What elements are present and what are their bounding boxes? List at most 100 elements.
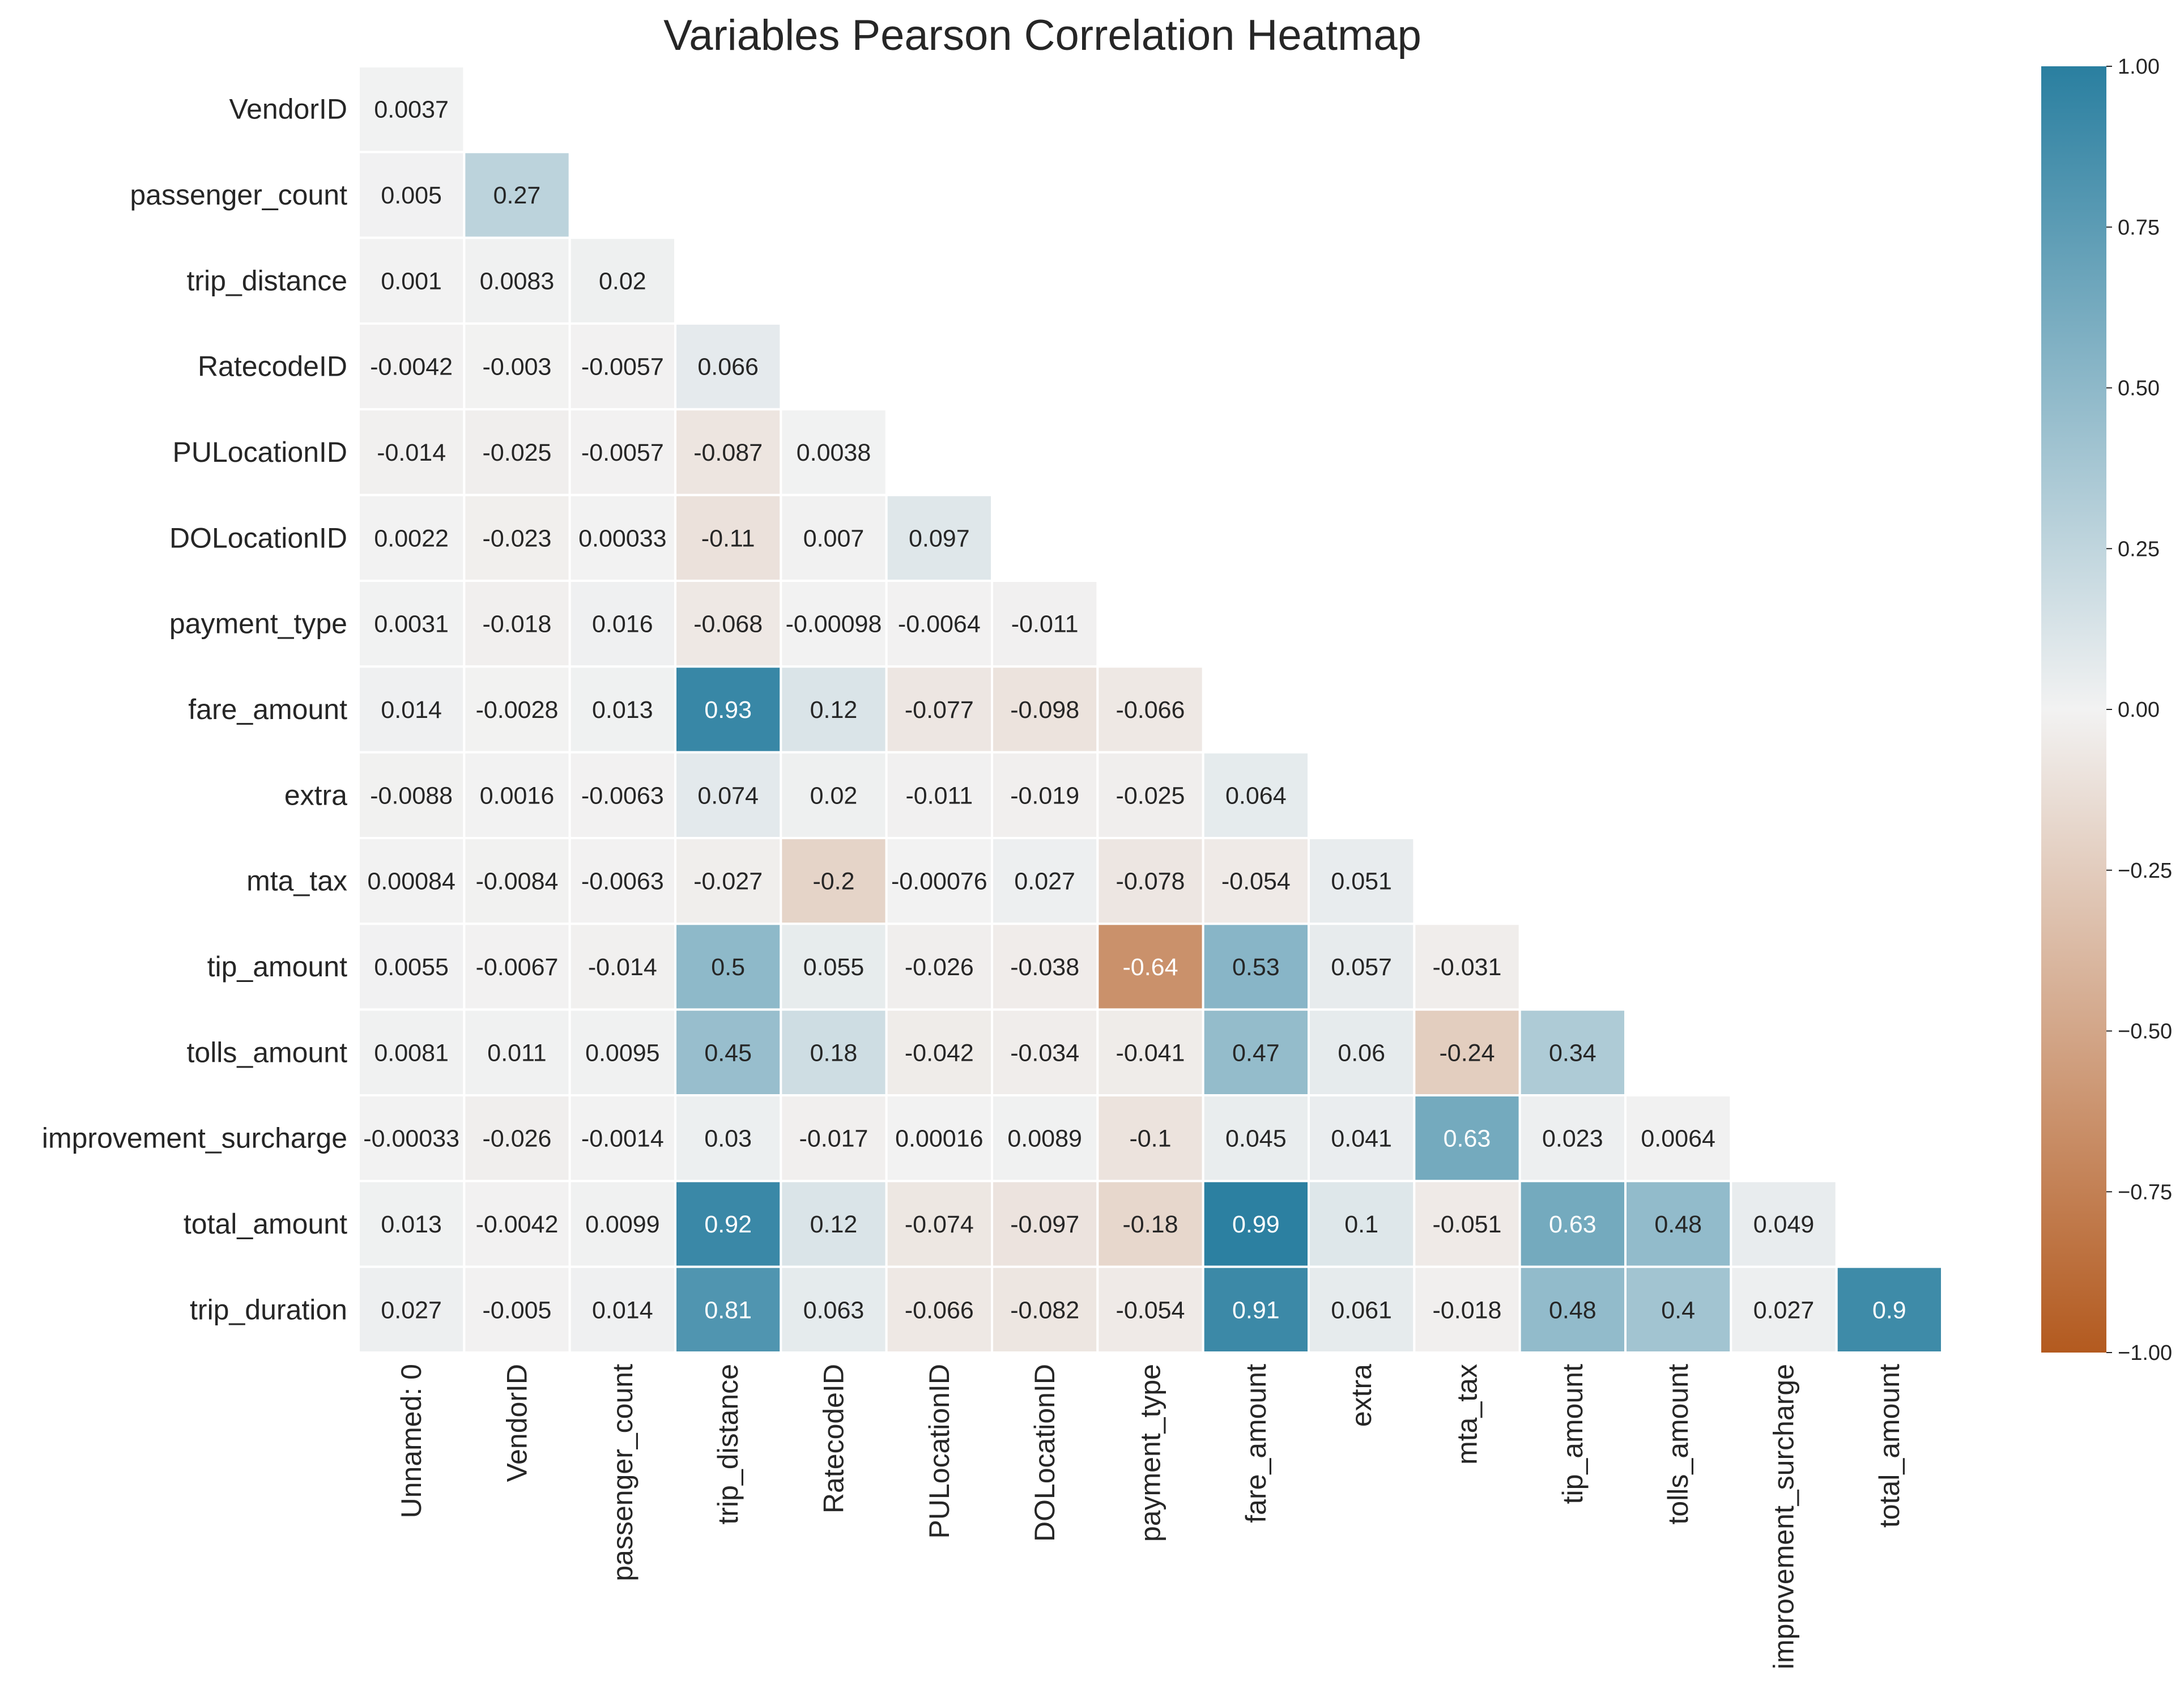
cell-value-label: -0.042 (905, 1039, 974, 1066)
heatmap-cell (1202, 1180, 1310, 1268)
cell-value-label: 0.9 (1872, 1296, 1906, 1324)
cell-value-label: 0.014 (381, 696, 442, 724)
heatmap-cell (885, 1265, 993, 1354)
cell-value-label: 0.0038 (797, 439, 871, 466)
cell-value-label: -0.097 (1010, 1211, 1079, 1238)
heatmap-cell (1202, 1008, 1310, 1096)
cell-value-label: 0.055 (803, 954, 865, 981)
cell-value-label: -0.068 (693, 611, 763, 638)
cell-value-label: 0.0095 (585, 1039, 660, 1066)
cell-value-label: -0.018 (1433, 1296, 1502, 1324)
cell-value-label: 0.041 (1331, 1125, 1392, 1153)
cell-value-label: -0.019 (1010, 782, 1079, 809)
cell-value-label: 0.1 (1344, 1211, 1378, 1238)
cell-value-label: -0.0057 (581, 354, 664, 381)
cell-value-label: 0.27 (493, 182, 541, 209)
column-tick-label: Unnamed: 0 (395, 1364, 427, 1518)
cell-value-label: -0.0067 (476, 954, 559, 981)
cell-value-label: 0.0055 (374, 954, 449, 981)
row-tick-label: tip_amount (207, 951, 347, 983)
cell-value-label: 0.5 (711, 954, 745, 981)
column-tick-label: RatecodeID (818, 1364, 850, 1513)
heatmap-cell (885, 922, 993, 1011)
heatmap-cell (568, 236, 677, 325)
heatmap-cell (1624, 1180, 1732, 1268)
cell-value-label: 0.0037 (374, 96, 449, 124)
heatmap-cell (1730, 1265, 1838, 1354)
heatmap-cell (568, 1008, 677, 1096)
cell-value-label: 0.4 (1661, 1296, 1695, 1324)
column-tick-label: tolls_amount (1662, 1364, 1694, 1525)
cell-value-label: -0.026 (483, 1125, 552, 1153)
row-tick-label: trip_duration (190, 1294, 347, 1325)
heatmap-cell (780, 494, 888, 582)
cell-value-label: 0.18 (810, 1039, 858, 1066)
cell-value-label: -0.0088 (370, 782, 453, 809)
heatmap-cell (357, 1008, 466, 1096)
heatmap-cell (1413, 1265, 1521, 1354)
cell-value-label: -0.027 (693, 868, 763, 895)
column-tick-label: trip_distance (712, 1364, 744, 1525)
heatmap-cell (568, 1265, 677, 1354)
colorbar-tick-label: 0.75 (2118, 216, 2160, 240)
heatmap-cell (674, 1180, 782, 1268)
cell-value-label: 0.91 (1232, 1296, 1280, 1324)
heatmap-cell (885, 751, 993, 839)
cell-value-label: -0.054 (1116, 1296, 1185, 1324)
column-tick-label: fare_amount (1240, 1364, 1272, 1523)
cell-value-label: -0.0063 (581, 868, 664, 895)
heatmap-cell (991, 1180, 1099, 1268)
cell-value-label: 0.007 (803, 525, 865, 552)
cell-value-label: 0.12 (810, 1211, 858, 1238)
cell-value-label: -0.0064 (898, 611, 981, 638)
cell-value-label: -0.1 (1129, 1125, 1171, 1153)
cell-value-label: -0.051 (1433, 1211, 1502, 1238)
cell-value-label: 0.013 (381, 1211, 442, 1238)
heatmap-cell (780, 1265, 888, 1354)
cell-value-label: -0.24 (1439, 1039, 1495, 1066)
cell-value-label: 0.02 (810, 782, 858, 809)
cell-value-label: -0.64 (1122, 954, 1178, 981)
cell-value-label: 0.063 (803, 1296, 865, 1324)
column-tick-label: passenger_count (607, 1364, 638, 1581)
cell-value-label: -0.18 (1122, 1211, 1178, 1238)
cell-value-label: -0.0084 (476, 868, 559, 895)
heatmap-cell (463, 322, 571, 411)
row-tick-label: improvement_surcharge (42, 1123, 347, 1154)
heatmap-cell (780, 1094, 888, 1183)
row-tick-label: VendorID (229, 93, 347, 125)
column-tick-label: total_amount (1874, 1364, 1905, 1528)
column-tick-label: VendorID (501, 1364, 533, 1482)
row-tick-label: total_amount (184, 1208, 347, 1240)
cell-value-label: 0.06 (1338, 1039, 1385, 1066)
chart-title: Variables Pearson Correlation Heatmap (663, 11, 1421, 59)
heatmap-cell (357, 751, 466, 839)
cell-value-label: 0.051 (1331, 868, 1392, 895)
heatmap-cells: 0.0037 0.005 0.27 0.001 0.0083 0.02 -0.0042 -0.… (357, 65, 1944, 1354)
column-tick-label: mta_tax (1451, 1364, 1483, 1465)
row-tick-label: payment_type (169, 608, 347, 640)
cell-value-label: 0.0089 (1007, 1125, 1082, 1153)
cell-value-label: 0.001 (381, 267, 442, 295)
heatmap-cell (1096, 1180, 1204, 1268)
heatmap-cell (463, 580, 571, 668)
cell-value-label: 0.0022 (374, 525, 449, 552)
heatmap-cell (885, 580, 993, 668)
heatmap-cell (991, 1008, 1099, 1096)
heatmap-cell (885, 837, 993, 925)
cell-value-label: 0.0083 (480, 267, 555, 295)
cell-value-label: 0.023 (1542, 1125, 1603, 1153)
cell-value-label: -0.014 (377, 439, 446, 466)
cell-value-label: -0.0042 (370, 354, 453, 381)
column-tick-label: extra (1346, 1364, 1377, 1427)
column-tick-label: improvement_surcharge (1768, 1364, 1800, 1669)
column-tick-label: payment_type (1135, 1364, 1166, 1542)
heatmap-cell (674, 1094, 782, 1183)
cell-value-label: -0.087 (693, 439, 763, 466)
row-tick-label: PULocationID (173, 436, 348, 468)
heatmap-cell (568, 1094, 677, 1183)
heatmap-cell (357, 922, 466, 1011)
heatmap-cell (991, 1265, 1099, 1354)
cell-value-label: -0.005 (483, 1296, 552, 1324)
